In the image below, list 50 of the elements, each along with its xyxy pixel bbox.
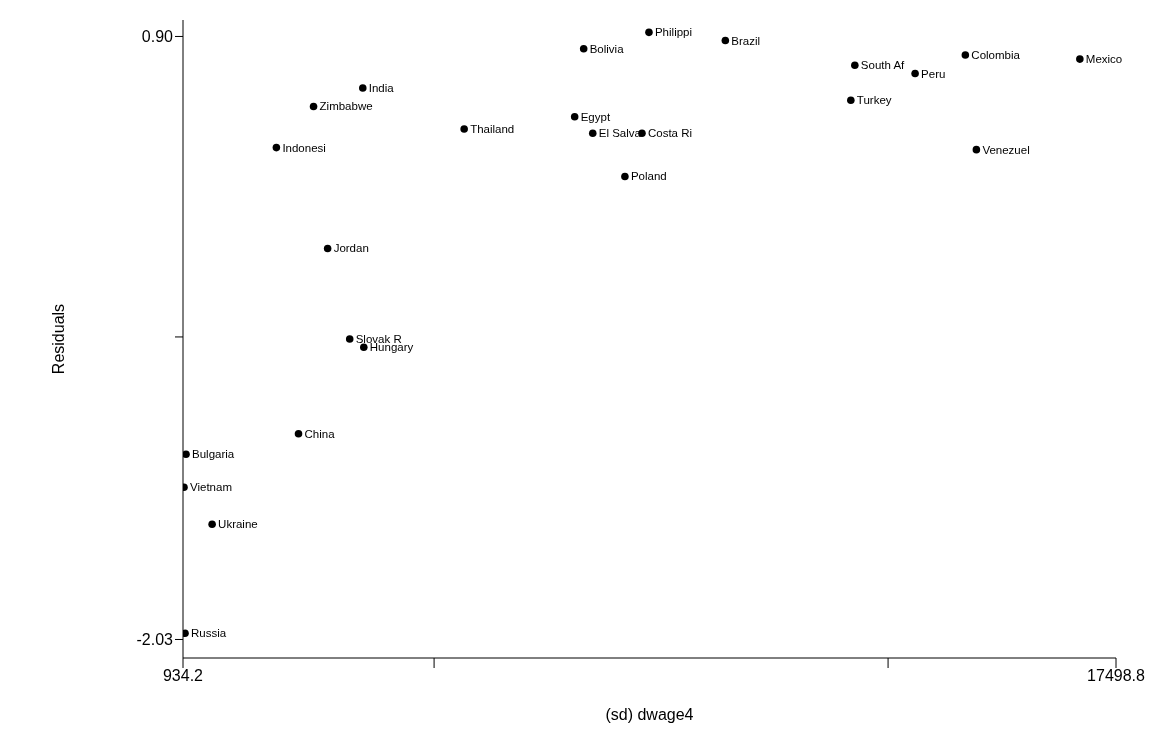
annotation: Venezuel [982,143,1030,156]
point [847,96,855,105]
point [961,51,970,59]
point [460,125,468,133]
annotation: India [368,81,395,94]
point [358,84,367,92]
point [645,28,653,37]
annotation: Colombia [971,48,1021,61]
annotation: Jordan [333,242,369,255]
x-tick-label: 17498.8 [1087,667,1146,685]
y-tick-label: -2.03 [136,631,174,649]
annotation: Thailand [470,123,515,136]
point [851,61,859,70]
point [272,143,281,152]
point [1076,55,1084,63]
y-tick-label: 0.90 [141,28,174,46]
point [183,450,190,459]
point [972,145,981,154]
annotation: Vietnam [190,481,232,494]
annotation: Philippi [654,26,693,39]
annotation: Mexico [1085,53,1123,66]
annotation: Egypt [580,110,611,123]
point [721,36,730,45]
annotation: Zimbabwe [319,100,373,113]
point [208,520,216,528]
point [911,69,919,78]
point [360,343,368,352]
annotation: Ukraine [218,518,258,531]
annotation: Poland [630,170,667,183]
annotation: Brazil [731,34,761,47]
annotation: Costa Ri [647,127,693,140]
annotation: Russia [191,627,227,640]
annotation: China [304,427,336,440]
point [621,172,629,181]
point [579,45,588,53]
point [323,244,332,253]
x-axis-title: (sd) dwage4 [605,706,694,723]
annotation: Indonesi [282,141,326,154]
annotation: Turkey [856,94,892,107]
point [588,129,597,137]
annotation: Peru [921,67,946,80]
y-axis-title: Residuals [49,303,67,375]
annotation: Bulgaria [192,448,235,461]
point [345,335,354,343]
point [570,112,579,121]
x-tick-label: 934.2 [162,667,204,685]
annotation: South Af [860,59,906,72]
point [309,102,318,111]
annotation: Bolivia [589,42,625,55]
point [294,429,303,438]
